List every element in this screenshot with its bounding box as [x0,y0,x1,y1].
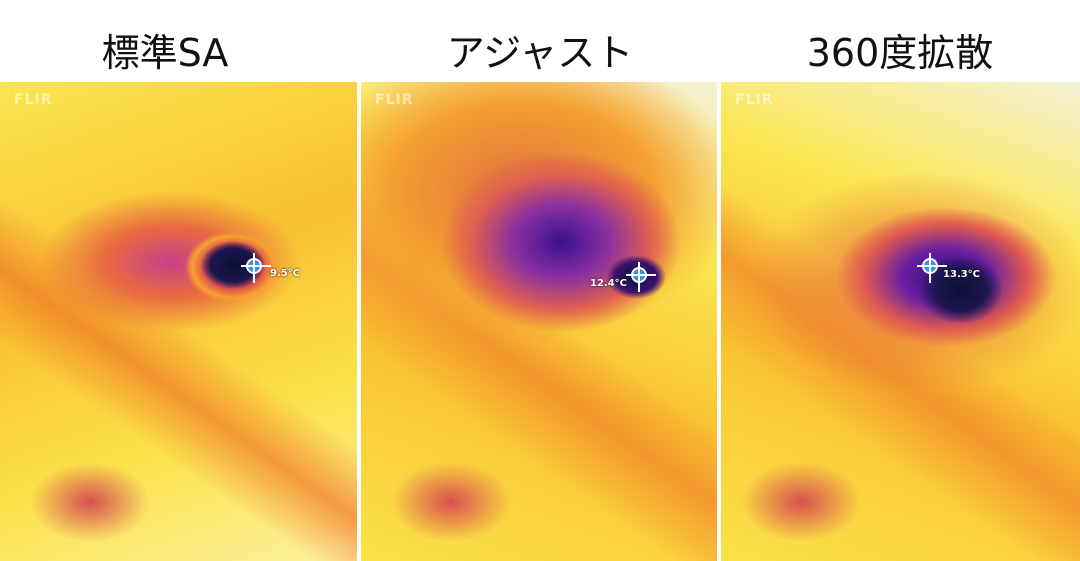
crosshair-icon [241,253,271,283]
flir-logo: FLIR [14,92,53,108]
panel-title-360: 360度拡散 [806,31,994,75]
thermal-image-adjust: FLIR 12.4°C [361,82,717,561]
flir-logo: FLIR [735,92,774,108]
crosshair-icon [626,262,656,292]
thermal-image-standard: FLIR 9.5°C [0,82,357,561]
thermal-image-360: FLIR 13.3°C [721,82,1080,561]
spot-temperature: 9.5°C [270,268,301,279]
crosshair-icon [917,253,947,283]
flir-logo: FLIR [375,92,414,108]
spot-temperature: 13.3°C [943,269,981,280]
spot-temperature: 12.4°C [590,278,628,289]
panel-title-standard: 標準SA [101,31,229,75]
panel-title-adjust: アジャスト [446,31,634,75]
